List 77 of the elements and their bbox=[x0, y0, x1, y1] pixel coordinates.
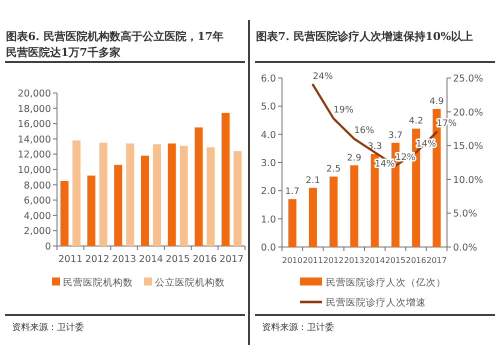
x-tick-label: 2012 bbox=[323, 256, 344, 265]
bar bbox=[72, 140, 80, 246]
y2-tick-label: 0.0% bbox=[453, 242, 478, 254]
bar bbox=[234, 151, 242, 246]
y-tick-label: 5.0 bbox=[260, 102, 276, 113]
y-tick-label: 3.0 bbox=[260, 158, 276, 169]
data-label: 24% bbox=[312, 72, 334, 82]
y-tick-label: 0 bbox=[44, 242, 51, 252]
bar bbox=[153, 144, 161, 246]
data-label: 19% bbox=[334, 106, 354, 116]
data-label: 3.7 bbox=[388, 130, 403, 141]
x-tick-label: 2015 bbox=[385, 256, 406, 265]
y-tick-label: 10,000 bbox=[18, 165, 51, 176]
bar bbox=[206, 147, 215, 246]
y-tick-label: 16,000 bbox=[18, 119, 51, 130]
data-label: 2.9 bbox=[347, 153, 362, 164]
x-tick-label: 2013 bbox=[112, 254, 136, 265]
bar bbox=[60, 180, 68, 246]
y-tick-label: 6.0 bbox=[260, 74, 276, 84]
x-tick-label: 2012 bbox=[85, 254, 110, 265]
chart-title: 图表6. 民营医院机构数高于公立医院，17年民营医院达1万7千多家 bbox=[6, 30, 224, 59]
bar bbox=[141, 156, 149, 246]
y2-tick-label: 10.0% bbox=[453, 174, 484, 186]
y-tick-label: 2,000 bbox=[24, 226, 51, 238]
data-label: 4.2 bbox=[408, 116, 424, 127]
x-tick-label: 2011 bbox=[302, 256, 324, 265]
y-tick-label: 1.0 bbox=[260, 214, 276, 226]
legend-label: 民营医院机构数 bbox=[63, 276, 133, 288]
x-tick-label: 2014 bbox=[364, 256, 385, 265]
data-label: 4.9 bbox=[430, 96, 444, 107]
data-label: 2.5 bbox=[326, 164, 341, 175]
bar bbox=[168, 143, 176, 246]
x-tick-label: 2016 bbox=[192, 254, 217, 265]
x-tick-label: 2017 bbox=[219, 254, 244, 265]
y2-tick-label: 5.0% bbox=[453, 208, 478, 220]
bar bbox=[308, 188, 317, 247]
y-tick-label: 0.0 bbox=[260, 242, 276, 254]
bar bbox=[87, 176, 96, 246]
y-tick-label: 12,000 bbox=[18, 150, 51, 161]
data-label: 16% bbox=[354, 126, 375, 136]
y2-tick-label: 20.0% bbox=[453, 107, 484, 118]
x-tick-label: 2013 bbox=[344, 256, 364, 265]
x-tick-label: 2016 bbox=[406, 256, 426, 265]
y2-tick-label: 25.0% bbox=[453, 74, 484, 84]
x-tick-label: 2014 bbox=[138, 254, 164, 265]
y-tick-label: 14,000 bbox=[18, 134, 51, 146]
y-tick-label: 20,000 bbox=[18, 88, 51, 100]
bar bbox=[114, 164, 122, 246]
legend-label: 民营医院诊疗人次（亿次） bbox=[326, 276, 446, 288]
x-tick-label: 2011 bbox=[58, 254, 83, 265]
bar bbox=[350, 165, 358, 247]
bar bbox=[194, 127, 203, 246]
text: 资料来源：卫计委 bbox=[12, 322, 84, 333]
bar bbox=[180, 146, 188, 246]
x-tick-label: 2010 bbox=[282, 256, 302, 265]
y-tick-label: 4.0 bbox=[260, 130, 276, 141]
x-tick-label: 2015 bbox=[166, 254, 190, 265]
chart-title: 图表7. 民营医院诊疗人次增速保持10%以上 bbox=[256, 30, 474, 43]
y-tick-label: 2.0 bbox=[260, 186, 276, 198]
y-tick-label: 6,000 bbox=[24, 196, 51, 207]
bar bbox=[288, 199, 296, 247]
y-tick-label: 4,000 bbox=[24, 210, 51, 222]
bar bbox=[330, 176, 338, 247]
x-tick-label: 2017 bbox=[426, 256, 447, 265]
y-tick-label: 8,000 bbox=[24, 180, 51, 192]
y2-tick-label: 15.0% bbox=[453, 141, 484, 152]
data-label: 12% bbox=[395, 152, 416, 163]
data-label: 14% bbox=[416, 139, 437, 150]
bar bbox=[99, 142, 108, 246]
bar bbox=[126, 143, 134, 246]
y-tick-label: 18,000 bbox=[18, 104, 51, 115]
legend-label: 公立医院机构数 bbox=[155, 276, 225, 288]
legend-label: 民营医院诊疗人次增速 bbox=[326, 296, 426, 308]
bar bbox=[222, 112, 230, 246]
data-label: 2.1 bbox=[306, 176, 320, 186]
text: 资料来源：卫计委 bbox=[262, 322, 334, 333]
data-label: 1.7 bbox=[285, 187, 300, 198]
